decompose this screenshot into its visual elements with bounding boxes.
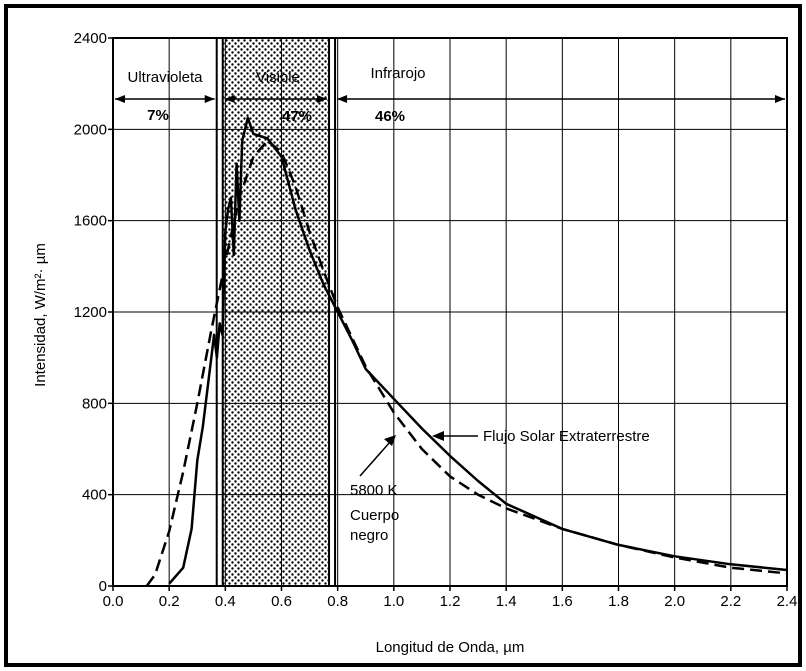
region-percent-visible: 47% (282, 108, 312, 125)
region-arrowhead (337, 95, 348, 103)
y-tick-label: 400 (82, 487, 107, 504)
region-arrowhead (204, 95, 215, 103)
annotation-arrowhead-blackbody (384, 435, 396, 446)
x-tick-label: 0.0 (103, 593, 124, 610)
x-tick-label: 1.8 (608, 593, 629, 610)
annotation-blackbody-line-1: 5800 K (350, 482, 398, 499)
region-percent-ultraviolet: 7% (147, 107, 169, 124)
figure-frame (4, 4, 802, 667)
y-tick-label: 2000 (74, 121, 107, 138)
region-percent-infrared: 46% (375, 108, 405, 125)
region-arrowhead (317, 95, 328, 103)
y-tick-label: 800 (82, 395, 107, 412)
x-tick-label: 1.6 (552, 593, 573, 610)
region-label-visible: Visible (256, 69, 300, 86)
x-tick-label: 0.6 (271, 593, 292, 610)
y-tick-label: 1600 (74, 213, 107, 230)
region-label-ultraviolet: Ultravioleta (127, 69, 203, 86)
annotation-blackbody-line-2: Cuerpo (350, 507, 399, 524)
y-tick-label: 1200 (74, 304, 107, 321)
region-arrowhead (775, 95, 785, 103)
x-axis-title: Longitud de Onda, µm (376, 639, 525, 656)
annotation-blackbody-line-3: negro (350, 527, 388, 544)
x-tick-label: 0.8 (327, 593, 348, 610)
solar-flux-curve (168, 116, 788, 585)
x-tick-label: 1.4 (496, 593, 517, 610)
annotation-arrowhead-solar-flux (432, 431, 444, 441)
region-arrowhead (115, 95, 125, 103)
x-tick-label: 2.4 (777, 593, 798, 610)
x-tick-label: 2.2 (720, 593, 741, 610)
y-axis-title: Intensidad, W/m²· µm (32, 243, 49, 387)
x-tick-label: 1.2 (440, 593, 461, 610)
annotation-arrow-blackbody (359, 441, 391, 477)
region-label-infrared: Infrarojo (370, 65, 425, 82)
y-tick-label: 0 (99, 578, 107, 595)
x-tick-label: 2.0 (664, 593, 685, 610)
x-tick-label: 1.0 (383, 593, 404, 610)
x-tick-label: 0.4 (215, 593, 236, 610)
x-tick-label: 0.2 (159, 593, 180, 610)
region-arrowhead (224, 95, 235, 103)
y-tick-label: 2400 (74, 30, 107, 47)
blackbody-curve (145, 139, 788, 587)
annotation-solar-flux: Flujo Solar Extraterrestre (483, 428, 650, 445)
